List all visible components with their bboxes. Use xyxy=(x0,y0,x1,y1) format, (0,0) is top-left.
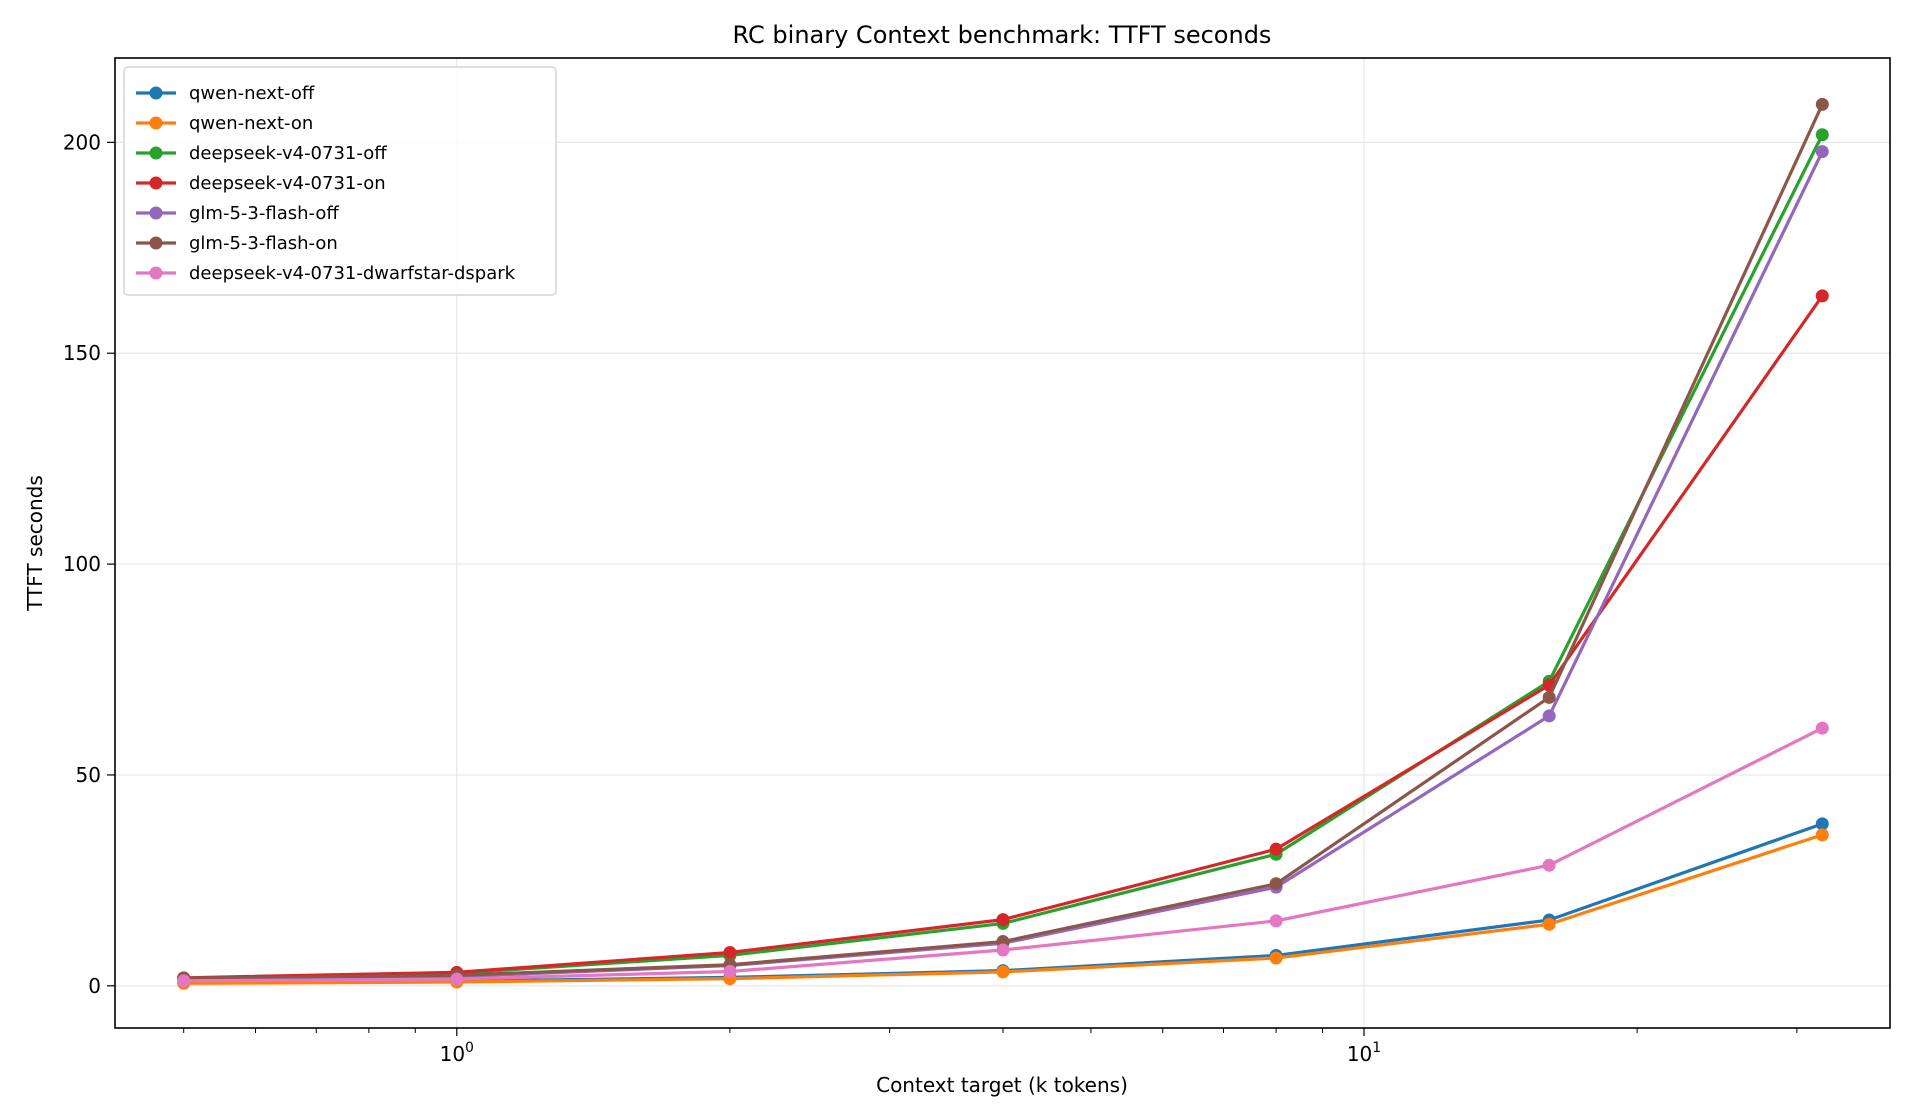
series-line xyxy=(183,822,1823,985)
x-tick-label: 101 xyxy=(1347,1040,1381,1066)
legend-swatch-marker xyxy=(149,236,163,250)
data-point xyxy=(723,964,737,978)
tick-layer: 0 50 100 150 200 100 101 xyxy=(63,130,1798,1066)
legend-label: deepseek-v4-0731-off xyxy=(189,143,387,164)
data-point xyxy=(1815,721,1829,735)
data-point xyxy=(1269,914,1283,928)
data-point xyxy=(1269,842,1283,856)
data-point xyxy=(1815,828,1829,842)
chart-title: RC binary Context benchmark: TTFT second… xyxy=(733,21,1272,49)
data-point xyxy=(1815,289,1829,303)
legend-swatch-marker xyxy=(149,116,163,130)
legend-label: deepseek-v4-0731-on xyxy=(189,173,386,194)
legend-label: qwen-next-off xyxy=(189,83,315,104)
data-point xyxy=(723,946,737,960)
legend-label: glm-5-3-flash-on xyxy=(189,233,338,254)
legend-swatch-marker xyxy=(149,266,163,280)
data-point xyxy=(1542,917,1556,931)
y-tick-label: 50 xyxy=(76,763,101,787)
y-tick-label: 100 xyxy=(63,552,101,576)
legend-label: deepseek-v4-0731-dwarfstar-dspark xyxy=(189,263,516,284)
legend-label: qwen-next-on xyxy=(189,113,313,134)
y-tick-label: 0 xyxy=(88,974,101,998)
data-point xyxy=(1815,817,1829,831)
legend-swatch-marker xyxy=(149,206,163,220)
data-point xyxy=(1815,145,1829,159)
data-point xyxy=(1542,690,1556,704)
legend: qwen-next-off qwen-next-on deepseek-v4-073… xyxy=(123,66,557,296)
data-point xyxy=(1542,709,1556,723)
data-point xyxy=(996,965,1010,979)
x-tick-label: 100 xyxy=(440,1040,474,1066)
data-point xyxy=(177,974,191,988)
data-point xyxy=(1542,858,1556,872)
legend-label: glm-5-3-flash-off xyxy=(189,203,339,224)
legend-swatch-marker xyxy=(149,176,163,190)
y-tick-label: 200 xyxy=(63,130,101,154)
legend-swatch-marker xyxy=(149,86,163,100)
data-point xyxy=(450,972,464,986)
x-axis-label: Context target (k tokens) xyxy=(876,1073,1128,1097)
legend-swatch-marker xyxy=(149,146,163,160)
data-point xyxy=(1269,877,1283,891)
data-point xyxy=(1815,97,1829,111)
data-point xyxy=(996,943,1010,957)
y-tick-label: 150 xyxy=(63,341,101,365)
y-axis-label: TTFT seconds xyxy=(23,475,47,612)
data-point xyxy=(996,913,1010,927)
data-point xyxy=(1815,128,1829,142)
legend-box xyxy=(123,66,557,296)
series-layer xyxy=(177,97,1829,990)
data-point xyxy=(1269,951,1283,965)
